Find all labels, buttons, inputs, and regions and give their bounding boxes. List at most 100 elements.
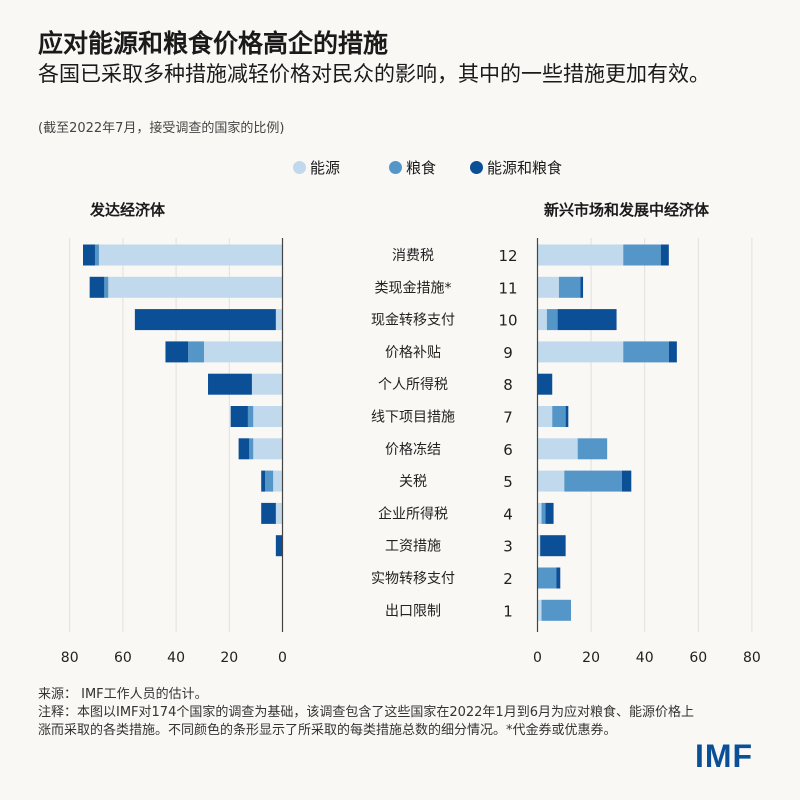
bar-energy bbox=[253, 406, 283, 427]
x-tick-label: 40 bbox=[636, 650, 654, 666]
bar-energy bbox=[275, 309, 283, 331]
category-label: 价格补贴 bbox=[385, 345, 441, 361]
bar-food bbox=[541, 502, 546, 524]
rank-label: 12 bbox=[498, 247, 517, 265]
bar-energy bbox=[537, 309, 547, 331]
legend-label: 粮食 bbox=[406, 159, 437, 177]
legend-swatch-energy bbox=[293, 161, 306, 174]
x-tick-label: 60 bbox=[114, 650, 132, 666]
rank-label: 2 bbox=[503, 570, 513, 588]
legend-label: 能源和粮食 bbox=[487, 159, 563, 177]
legend-item-food: 粮食 bbox=[389, 157, 436, 178]
bar-food bbox=[249, 438, 254, 460]
bar-both bbox=[545, 502, 554, 524]
rank-label: 8 bbox=[503, 376, 513, 394]
x-tick-label: 20 bbox=[582, 650, 600, 666]
bar-energy bbox=[537, 438, 578, 460]
rank-label: 3 bbox=[503, 538, 513, 556]
bar-food bbox=[558, 276, 581, 298]
bar-both bbox=[165, 341, 189, 363]
legend-swatch-food bbox=[389, 161, 402, 174]
bar-both bbox=[230, 406, 248, 427]
bar-food bbox=[94, 244, 99, 266]
x-tick-label: 40 bbox=[167, 650, 185, 666]
legend-item-energy: 能源 bbox=[293, 157, 340, 178]
category-label: 线下项目措施 bbox=[371, 410, 455, 426]
legend-swatch-both bbox=[470, 161, 483, 174]
x-tick-label: 80 bbox=[743, 650, 761, 666]
x-tick-label: 20 bbox=[220, 650, 238, 666]
category-label: 关税 bbox=[399, 474, 427, 490]
bar-both bbox=[540, 535, 566, 557]
bar-energy bbox=[98, 244, 283, 266]
bar-energy bbox=[253, 438, 283, 460]
rank-label: 6 bbox=[503, 441, 513, 459]
bar-food bbox=[623, 244, 661, 266]
legend-label: 能源 bbox=[310, 159, 341, 177]
category-label: 工资措施 bbox=[385, 539, 441, 555]
bar-energy bbox=[204, 341, 283, 363]
rank-label: 7 bbox=[503, 409, 513, 427]
category-label: 现金转移支付 bbox=[371, 313, 455, 329]
bar-both bbox=[537, 373, 553, 395]
rank-label: 9 bbox=[503, 344, 513, 362]
bar-food bbox=[188, 341, 205, 363]
bar-both bbox=[660, 244, 669, 266]
bar-energy bbox=[537, 502, 542, 524]
bar-food bbox=[541, 599, 571, 621]
bar-energy bbox=[251, 373, 283, 395]
rank-label: 1 bbox=[503, 602, 513, 620]
rank-label: 5 bbox=[503, 473, 513, 491]
bar-both bbox=[580, 276, 584, 298]
bar-food bbox=[537, 567, 557, 589]
rank-label: 4 bbox=[503, 505, 513, 523]
bar-food bbox=[564, 470, 622, 492]
category-label: 实物转移支付 bbox=[371, 571, 455, 587]
bar-both bbox=[557, 309, 617, 331]
bar-both bbox=[556, 567, 561, 589]
bar-both bbox=[565, 406, 569, 427]
panel-title-emerging: 新兴市场和发展中经济体 bbox=[544, 201, 710, 219]
bar-energy bbox=[537, 276, 559, 298]
x-tick-label: 0 bbox=[278, 650, 287, 666]
bar-energy bbox=[275, 502, 283, 524]
rank-label: 11 bbox=[498, 279, 517, 297]
bar-food bbox=[577, 438, 608, 460]
bar-energy bbox=[537, 244, 624, 266]
chart-title: 应对能源和粮食价格高企的措施 bbox=[38, 29, 389, 58]
bar-both bbox=[275, 535, 283, 557]
bar-food bbox=[265, 470, 274, 492]
bar-both bbox=[134, 309, 276, 331]
bar-food bbox=[247, 406, 254, 427]
unit-note: (截至2022年7月，接受调查的国家的比例) bbox=[38, 121, 285, 136]
source-note: 来源： IMF工作人员的估计。 bbox=[38, 687, 208, 702]
footnote: 注释：本图以IMF对174个国家的调查为基础，该调查包含了这些国家在2022年1… bbox=[38, 705, 694, 738]
category-label: 个人所得税 bbox=[378, 376, 448, 393]
panel-title-advanced: 发达经济体 bbox=[90, 201, 166, 219]
bar-both bbox=[621, 470, 632, 492]
bar-energy bbox=[537, 470, 565, 492]
legend-item-both: 能源和粮食 bbox=[470, 157, 562, 178]
bar-energy bbox=[537, 341, 624, 363]
bar-both bbox=[89, 276, 105, 298]
x-tick-label: 60 bbox=[689, 650, 707, 666]
bar-both bbox=[208, 373, 252, 395]
bar-both bbox=[261, 470, 266, 492]
imf-logo: IMF bbox=[695, 738, 754, 774]
bar-both bbox=[668, 341, 677, 363]
x-tick-label: 80 bbox=[61, 650, 79, 666]
chart-subtitle: 各国已采取多种措施减轻价格对民众的影响，其中的一些措施更加有效。 bbox=[38, 62, 710, 86]
bar-energy bbox=[537, 535, 541, 557]
category-label: 消费税 bbox=[392, 248, 434, 264]
bar-energy bbox=[537, 406, 553, 427]
bar-food bbox=[546, 309, 558, 331]
category-label: 企业所得税 bbox=[378, 505, 448, 522]
rank-label: 10 bbox=[498, 312, 517, 330]
bar-food bbox=[623, 341, 669, 363]
bar-energy bbox=[273, 470, 283, 492]
bar-food bbox=[104, 276, 109, 298]
bar-food bbox=[552, 406, 566, 427]
category-label: 类现金措施* bbox=[375, 280, 452, 296]
